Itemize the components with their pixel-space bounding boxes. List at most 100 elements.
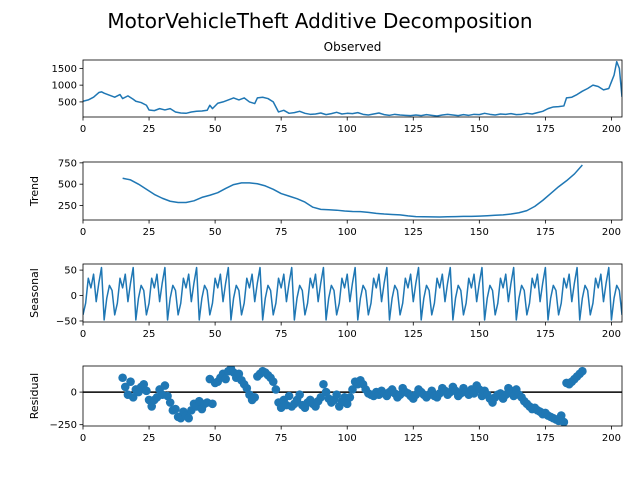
x-tick-label: 100 <box>338 124 357 135</box>
x-tick-label: 150 <box>470 433 489 444</box>
x-tick-label: 75 <box>275 227 288 238</box>
x-tick-label: 200 <box>602 227 621 238</box>
residual-point <box>208 399 217 409</box>
x-tick-label: 0 <box>80 124 86 135</box>
x-tick-label: 125 <box>404 433 423 444</box>
seasonal-axes-frame <box>82 263 623 323</box>
y-tick-label: 50 <box>64 266 77 277</box>
observed-subtitle: Observed <box>324 40 382 54</box>
y-tick-label: 500 <box>58 180 77 191</box>
observed-series-line <box>83 60 622 117</box>
x-tick-label: 75 <box>275 124 288 135</box>
y-tick-label: −250 <box>50 420 77 431</box>
seasonal-series-line <box>83 266 622 321</box>
trend-data <box>122 164 583 218</box>
x-tick-label: 50 <box>209 329 222 340</box>
residual-point <box>126 377 135 386</box>
residual-point <box>559 417 569 426</box>
y-tick-label: −50 <box>56 316 77 327</box>
residual-point <box>556 411 566 420</box>
x-tick-label: 200 <box>602 433 621 444</box>
x-tick-label: 150 <box>470 124 489 135</box>
trend-series-line <box>122 164 583 218</box>
residual-point <box>234 369 244 379</box>
residual-point <box>139 379 149 389</box>
x-tick-label: 175 <box>536 124 555 135</box>
x-tick-label: 0 <box>80 329 86 340</box>
x-tick-label: 150 <box>470 329 489 340</box>
x-tick-label: 25 <box>143 124 156 135</box>
residual-point <box>268 377 278 386</box>
residual-ylabel: Residual <box>28 373 41 419</box>
residual-point <box>171 404 180 414</box>
y-tick-label: 500 <box>58 97 77 108</box>
panel-observed: 0 25 50 75 100 125 150 175 200 500 1000 1500 Observe… <box>52 40 623 135</box>
residual-point <box>128 393 138 402</box>
observed-axes-frame <box>82 59 623 118</box>
residual-point <box>142 386 151 396</box>
x-tick-label: 100 <box>338 227 357 238</box>
x-tick-label: 50 <box>209 124 222 135</box>
residual-point <box>242 383 252 393</box>
residual-point <box>271 385 281 394</box>
x-tick-label: 50 <box>209 433 222 444</box>
residual-point <box>165 398 175 407</box>
residual-point <box>345 393 355 402</box>
chart-title: MotorVehicleTheft Additive Decomposition <box>107 9 532 33</box>
panel-trend: 0 25 50 75 100 125 150 175 200 250 500 750 Trend <box>28 158 623 238</box>
seasonal-data <box>83 266 622 321</box>
residual-point <box>332 390 341 400</box>
y-tick-label: 250 <box>58 201 77 212</box>
x-tick-label: 175 <box>536 329 555 340</box>
x-tick-label: 25 <box>143 329 156 340</box>
y-tick-label: 1000 <box>52 81 77 92</box>
x-tick-label: 125 <box>404 227 423 238</box>
x-tick-label: 0 <box>80 433 86 444</box>
residual-point <box>316 393 326 402</box>
x-tick-label: 75 <box>275 433 288 444</box>
y-tick-label: 750 <box>58 158 77 169</box>
x-tick-label: 200 <box>602 329 621 340</box>
x-tick-label: 125 <box>404 124 423 135</box>
x-tick-label: 125 <box>404 329 423 340</box>
x-tick-label: 100 <box>338 433 357 444</box>
residual-point <box>147 402 156 411</box>
x-tick-label: 25 <box>143 227 156 238</box>
residual-point <box>295 390 304 400</box>
trend-axes-frame <box>82 161 623 221</box>
residual-point <box>321 387 331 397</box>
observed-data <box>83 60 622 117</box>
y-tick-label: 0 <box>71 388 77 399</box>
x-tick-label: 25 <box>143 433 156 444</box>
residual-point <box>342 399 352 409</box>
residual-point <box>118 373 127 383</box>
y-tick-label: 0 <box>71 291 77 302</box>
seasonal-ylabel: Seasonal <box>28 268 41 318</box>
x-tick-label: 100 <box>338 329 357 340</box>
x-tick-label: 175 <box>536 227 555 238</box>
y-tick-label: 1500 <box>52 64 77 75</box>
residual-axes-frame <box>82 365 623 427</box>
residual-data <box>83 366 622 426</box>
x-tick-label: 150 <box>470 227 489 238</box>
trend-ylabel: Trend <box>28 176 41 207</box>
residual-point <box>348 385 357 394</box>
residual-point <box>120 382 130 392</box>
panels: 0 25 50 75 100 125 150 175 20050010001500Observe… <box>28 40 623 444</box>
x-tick-label: 175 <box>536 433 555 444</box>
residual-point <box>160 381 170 390</box>
residual-point <box>284 391 294 401</box>
residual-point <box>578 366 587 376</box>
residual-point <box>221 374 230 384</box>
residual-point <box>250 393 260 402</box>
x-tick-label: 200 <box>602 124 621 135</box>
x-tick-label: 0 <box>80 227 86 238</box>
residual-point <box>184 413 193 423</box>
x-tick-label: 75 <box>275 329 288 340</box>
residual-point <box>319 379 328 389</box>
x-tick-label: 50 <box>209 227 222 238</box>
residual-point <box>163 391 172 401</box>
